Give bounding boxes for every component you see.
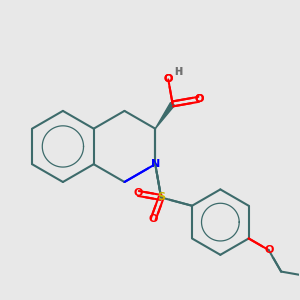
Text: N: N xyxy=(151,159,160,169)
Text: O: O xyxy=(194,94,203,104)
Text: O: O xyxy=(264,245,273,255)
Text: S: S xyxy=(157,193,165,202)
Bar xyxy=(163,74,174,85)
Bar xyxy=(263,244,275,256)
Text: O: O xyxy=(164,74,173,84)
Text: O: O xyxy=(194,94,203,104)
Text: O: O xyxy=(148,214,158,224)
Text: O: O xyxy=(164,74,173,84)
Bar xyxy=(154,191,168,204)
Bar xyxy=(133,188,144,199)
Text: O: O xyxy=(134,188,143,199)
Bar xyxy=(193,94,205,105)
Text: H: H xyxy=(174,67,182,76)
Bar xyxy=(162,74,174,86)
Bar xyxy=(148,158,162,170)
Bar xyxy=(148,214,159,225)
Polygon shape xyxy=(155,103,175,129)
Bar xyxy=(193,93,205,105)
Text: H: H xyxy=(174,67,182,76)
